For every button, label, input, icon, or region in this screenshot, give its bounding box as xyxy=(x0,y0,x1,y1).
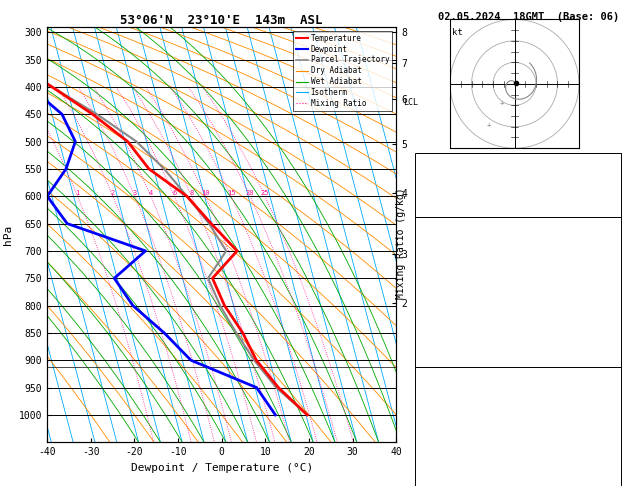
Text: 7: 7 xyxy=(612,351,618,361)
Text: Most Unstable: Most Unstable xyxy=(480,373,557,382)
Text: 318: 318 xyxy=(600,416,618,425)
Text: CAPE (J): CAPE (J) xyxy=(419,458,466,468)
Text: Mixing Ratio (g/kg): Mixing Ratio (g/kg) xyxy=(396,187,406,299)
Text: 49: 49 xyxy=(606,180,618,190)
Text: K: K xyxy=(419,159,425,169)
Text: 2: 2 xyxy=(111,190,115,196)
Text: 8: 8 xyxy=(189,190,194,196)
Text: -1: -1 xyxy=(606,437,618,447)
X-axis label: Dewpoint / Temperature (°C): Dewpoint / Temperature (°C) xyxy=(131,463,313,473)
Text: -1: -1 xyxy=(606,309,618,318)
Text: 372: 372 xyxy=(600,330,618,340)
Text: 6: 6 xyxy=(172,190,177,196)
Text: Surface: Surface xyxy=(498,223,539,233)
Text: Totals Totals: Totals Totals xyxy=(419,180,495,190)
Text: 25: 25 xyxy=(260,190,269,196)
Text: 20: 20 xyxy=(246,190,254,196)
Text: 7: 7 xyxy=(612,480,618,486)
Text: CIN (J): CIN (J) xyxy=(419,351,460,361)
Text: 02.05.2024  18GMT  (Base: 06): 02.05.2024 18GMT (Base: 06) xyxy=(438,12,619,22)
Text: PW (cm): PW (cm) xyxy=(419,202,460,211)
Text: 318: 318 xyxy=(600,287,618,297)
Legend: Temperature, Dewpoint, Parcel Trajectory, Dry Adiabat, Wet Adiabat, Isotherm, Mi: Temperature, Dewpoint, Parcel Trajectory… xyxy=(293,31,392,111)
Text: θᴄ(K): θᴄ(K) xyxy=(419,287,448,297)
Text: 15: 15 xyxy=(227,190,235,196)
Text: 10: 10 xyxy=(201,190,209,196)
Text: 3: 3 xyxy=(133,190,137,196)
Text: 372: 372 xyxy=(600,458,618,468)
Text: Pressure (mb): Pressure (mb) xyxy=(419,394,495,404)
Text: 1000: 1000 xyxy=(594,394,618,404)
Y-axis label: km
ASL: km ASL xyxy=(426,224,443,245)
Text: Dewp (°C): Dewp (°C) xyxy=(419,266,472,276)
Text: 19.6: 19.6 xyxy=(594,244,618,254)
Y-axis label: hPa: hPa xyxy=(3,225,13,244)
Text: +: + xyxy=(499,100,504,106)
Text: CAPE (J): CAPE (J) xyxy=(419,330,466,340)
Text: Lifted Index: Lifted Index xyxy=(419,309,489,318)
Text: Lifted Index: Lifted Index xyxy=(419,437,489,447)
Text: LCL: LCL xyxy=(403,98,418,107)
Text: Temp (°C): Temp (°C) xyxy=(419,244,472,254)
Title: 53°06'N  23°10'E  143m  ASL: 53°06'N 23°10'E 143m ASL xyxy=(121,14,323,27)
Text: 18: 18 xyxy=(606,159,618,169)
Text: 1.86: 1.86 xyxy=(594,202,618,211)
Text: 12.3: 12.3 xyxy=(594,266,618,276)
Text: © weatheronline.co.uk: © weatheronline.co.uk xyxy=(462,471,575,480)
Text: 4: 4 xyxy=(148,190,153,196)
Text: kt: kt xyxy=(452,28,463,37)
Text: 1: 1 xyxy=(75,190,80,196)
Text: CIN (J): CIN (J) xyxy=(419,480,460,486)
Text: +: + xyxy=(487,122,491,128)
Text: θᴄ (K): θᴄ (K) xyxy=(419,416,454,425)
